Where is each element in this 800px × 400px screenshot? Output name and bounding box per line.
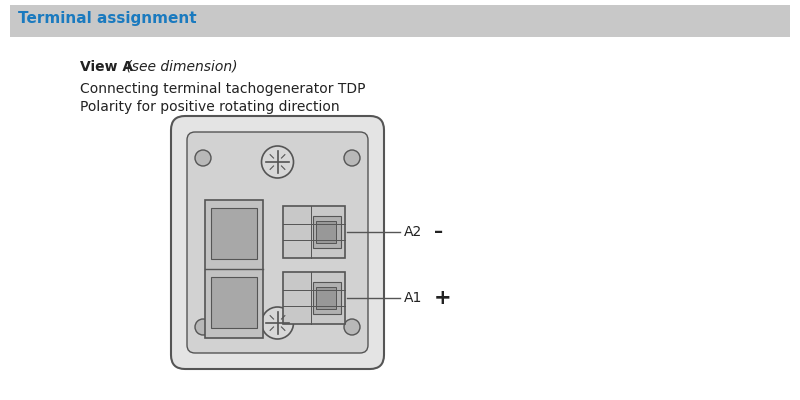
Bar (283, 206, 345, 258)
Text: View A: View A (80, 60, 133, 74)
Text: Connecting terminal tachogenerator TDP: Connecting terminal tachogenerator TDP (80, 82, 366, 96)
Circle shape (262, 307, 294, 339)
Circle shape (195, 150, 211, 166)
Text: Terminal assignment: Terminal assignment (18, 11, 197, 26)
Circle shape (344, 319, 360, 335)
Text: +: + (434, 288, 452, 308)
Bar (313, 216, 341, 248)
Text: A1: A1 (404, 291, 422, 305)
Bar (316, 286, 336, 310)
FancyBboxPatch shape (171, 116, 384, 369)
Bar (205, 200, 263, 338)
Text: –: – (434, 223, 443, 241)
Text: (see dimension): (see dimension) (122, 60, 238, 74)
Text: A2: A2 (404, 225, 422, 239)
Bar (211, 277, 257, 328)
FancyBboxPatch shape (187, 132, 368, 353)
FancyBboxPatch shape (10, 5, 790, 37)
Bar (211, 208, 257, 259)
Bar (313, 282, 341, 314)
Circle shape (262, 146, 294, 178)
Circle shape (344, 150, 360, 166)
Circle shape (195, 319, 211, 335)
Text: Polarity for positive rotating direction: Polarity for positive rotating direction (80, 100, 340, 114)
Bar (316, 220, 336, 244)
Bar (283, 272, 345, 324)
